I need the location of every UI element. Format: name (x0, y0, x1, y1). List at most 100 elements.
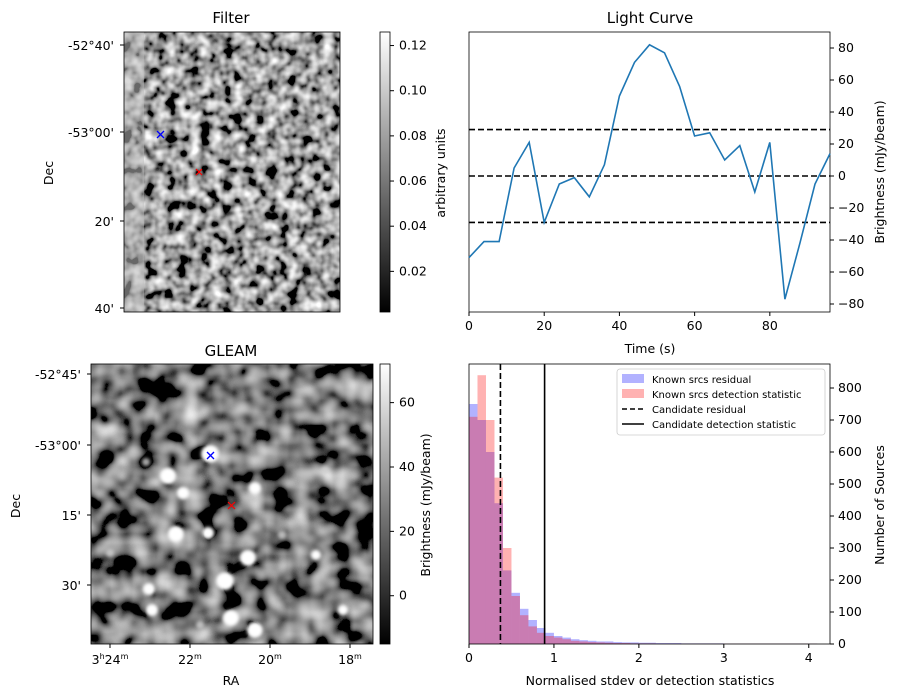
lightcurve-xlabel: Time (s) (624, 341, 676, 356)
filter-ytick: -53°00' (68, 125, 114, 140)
histogram-ytick-label: 800 (838, 380, 862, 395)
detection-bar (613, 643, 622, 644)
detection-bar (485, 420, 495, 644)
gleam-title: GLEAM (205, 342, 258, 360)
gleam-xlabel: RA (223, 673, 240, 688)
gleam-colorbar-label: Brightness (mJy/beam) (418, 433, 433, 576)
detection-bar (519, 615, 529, 644)
filter-colorbar-tick-label: 0.12 (399, 38, 427, 53)
detection-bar (579, 641, 588, 644)
lightcurve-title: Light Curve (607, 9, 693, 27)
histogram-ytick-label: 200 (838, 572, 862, 587)
gleam-ytick: -52°45' (35, 367, 81, 382)
histogram-xtick-label: 1 (550, 650, 558, 665)
residual-bar (545, 632, 554, 644)
detection-bar (502, 548, 512, 644)
gleam-marker-blue (206, 451, 215, 460)
filter-yaxis: -52°40' -53°00' 20' 40' Dec (41, 38, 124, 316)
filter-marker-red (195, 168, 203, 176)
histogram-ytick-label: 400 (838, 508, 862, 523)
lightcurve-xtick-label: 60 (687, 318, 703, 333)
gleam-ytick: 30' (62, 578, 81, 593)
residual-bar (511, 592, 520, 644)
lightcurve-ytick-label: 0 (838, 168, 846, 183)
residual-bar (528, 620, 537, 644)
residual-bar (604, 641, 614, 644)
residual-bar (519, 608, 529, 644)
filter-panel: Filter -52°40' -53°00' 20' 40' Dec 0 (41, 9, 448, 316)
filter-colorbar: 0.12 0.10 0.08 0.06 0.04 0.02 arbitrary units (379, 31, 448, 313)
lightcurve-axes (468, 31, 831, 313)
gleam-xtick: 18m (338, 652, 362, 667)
residual-bar (621, 642, 631, 644)
residual-bar (477, 420, 486, 644)
gleam-colorbar-tick-label: 40 (399, 459, 415, 474)
filter-colorbar-tick-label: 0.04 (399, 218, 427, 233)
residual-bar (494, 503, 503, 644)
residual-bar (562, 637, 571, 644)
histogram-xlabel: Normalised stdev or detection statistics (526, 673, 775, 688)
histogram-ytick-label: 0 (838, 636, 846, 651)
lightcurve-xtick-label: 80 (762, 318, 778, 333)
gleam-panel: GLEAM (8, 342, 433, 688)
residual-bar (647, 642, 656, 644)
histogram-xtick-label: 4 (805, 650, 813, 665)
gleam-ytick: 15' (62, 508, 81, 523)
filter-colorbar-tick-label: 0.08 (399, 128, 427, 143)
residual-bar (502, 570, 512, 644)
histogram-panel: 0 1 2 3 4 0 100 200 300 400 500 600 700 800 Normalis… (465, 363, 887, 688)
residual-bar (655, 643, 665, 644)
histogram-xtick-label: 2 (635, 650, 643, 665)
gleam-colorbar-tick-label: 0 (399, 588, 407, 603)
residual-bar (587, 640, 597, 644)
residual-bar (664, 643, 673, 644)
histogram-ytick-label: 500 (838, 476, 862, 491)
residual-bar (613, 642, 622, 644)
residual-bar (536, 628, 546, 644)
lightcurve-ytick-label: 80 (838, 40, 854, 55)
detection-bar (528, 626, 537, 644)
gleam-ylabel: Dec (8, 494, 23, 518)
gleam-colorbar: 60 40 20 0 Brightness (mJy/beam) (379, 363, 433, 645)
filter-colorbar-tick-label: 0.06 (399, 173, 427, 188)
detection-bar (562, 639, 571, 644)
detection-bar (536, 632, 546, 644)
histogram-xtick-label: 3 (720, 650, 728, 665)
detection-bar (511, 596, 520, 644)
histogram-ytick-label: 100 (838, 604, 862, 619)
residual-bar (469, 404, 478, 644)
detection-bar (596, 642, 605, 644)
gleam-xtick: 20m (258, 652, 282, 667)
detection-bar (621, 643, 631, 644)
filter-colorbar-tick-label: 0.02 (399, 263, 427, 278)
filter-marker-blue (156, 130, 165, 139)
lightcurve-ytick-label: 20 (838, 136, 854, 151)
detection-bar (545, 636, 554, 644)
histogram-xtick-label: 0 (465, 650, 473, 665)
filter-ytick: -52°40' (68, 38, 114, 53)
filter-colorbar-label: arbitrary units (433, 128, 448, 217)
residual-bar (596, 641, 605, 644)
residual-bar (553, 636, 563, 644)
histogram-ytick-label: 700 (838, 412, 862, 427)
detection-bar (553, 637, 563, 644)
residual-bar (672, 643, 682, 644)
lightcurve-ytick-label: 40 (838, 104, 854, 119)
lightcurve-xtick-label: 20 (536, 318, 552, 333)
lightcurve-ytick-label: −60 (838, 264, 864, 279)
gleam-xtick: 22m (178, 652, 202, 667)
gleam-image (91, 364, 373, 644)
legend-label: Known srcs residual (652, 375, 751, 386)
filter-image (124, 32, 340, 312)
residual-bar (638, 642, 648, 644)
filter-ytick: 20' (95, 214, 114, 229)
gleam-yaxis: -52°45' -53°00' 15' 30' Dec (8, 367, 91, 593)
lightcurve-ytick-label: 60 (838, 72, 854, 87)
detection-bar (570, 640, 580, 644)
detection-bar (494, 477, 503, 644)
histogram-ylabel: Number of Sources (872, 445, 887, 565)
legend-swatch-detection (622, 389, 644, 398)
filter-ylabel: Dec (41, 161, 56, 185)
lightcurve-ytick-label: −40 (838, 232, 864, 247)
